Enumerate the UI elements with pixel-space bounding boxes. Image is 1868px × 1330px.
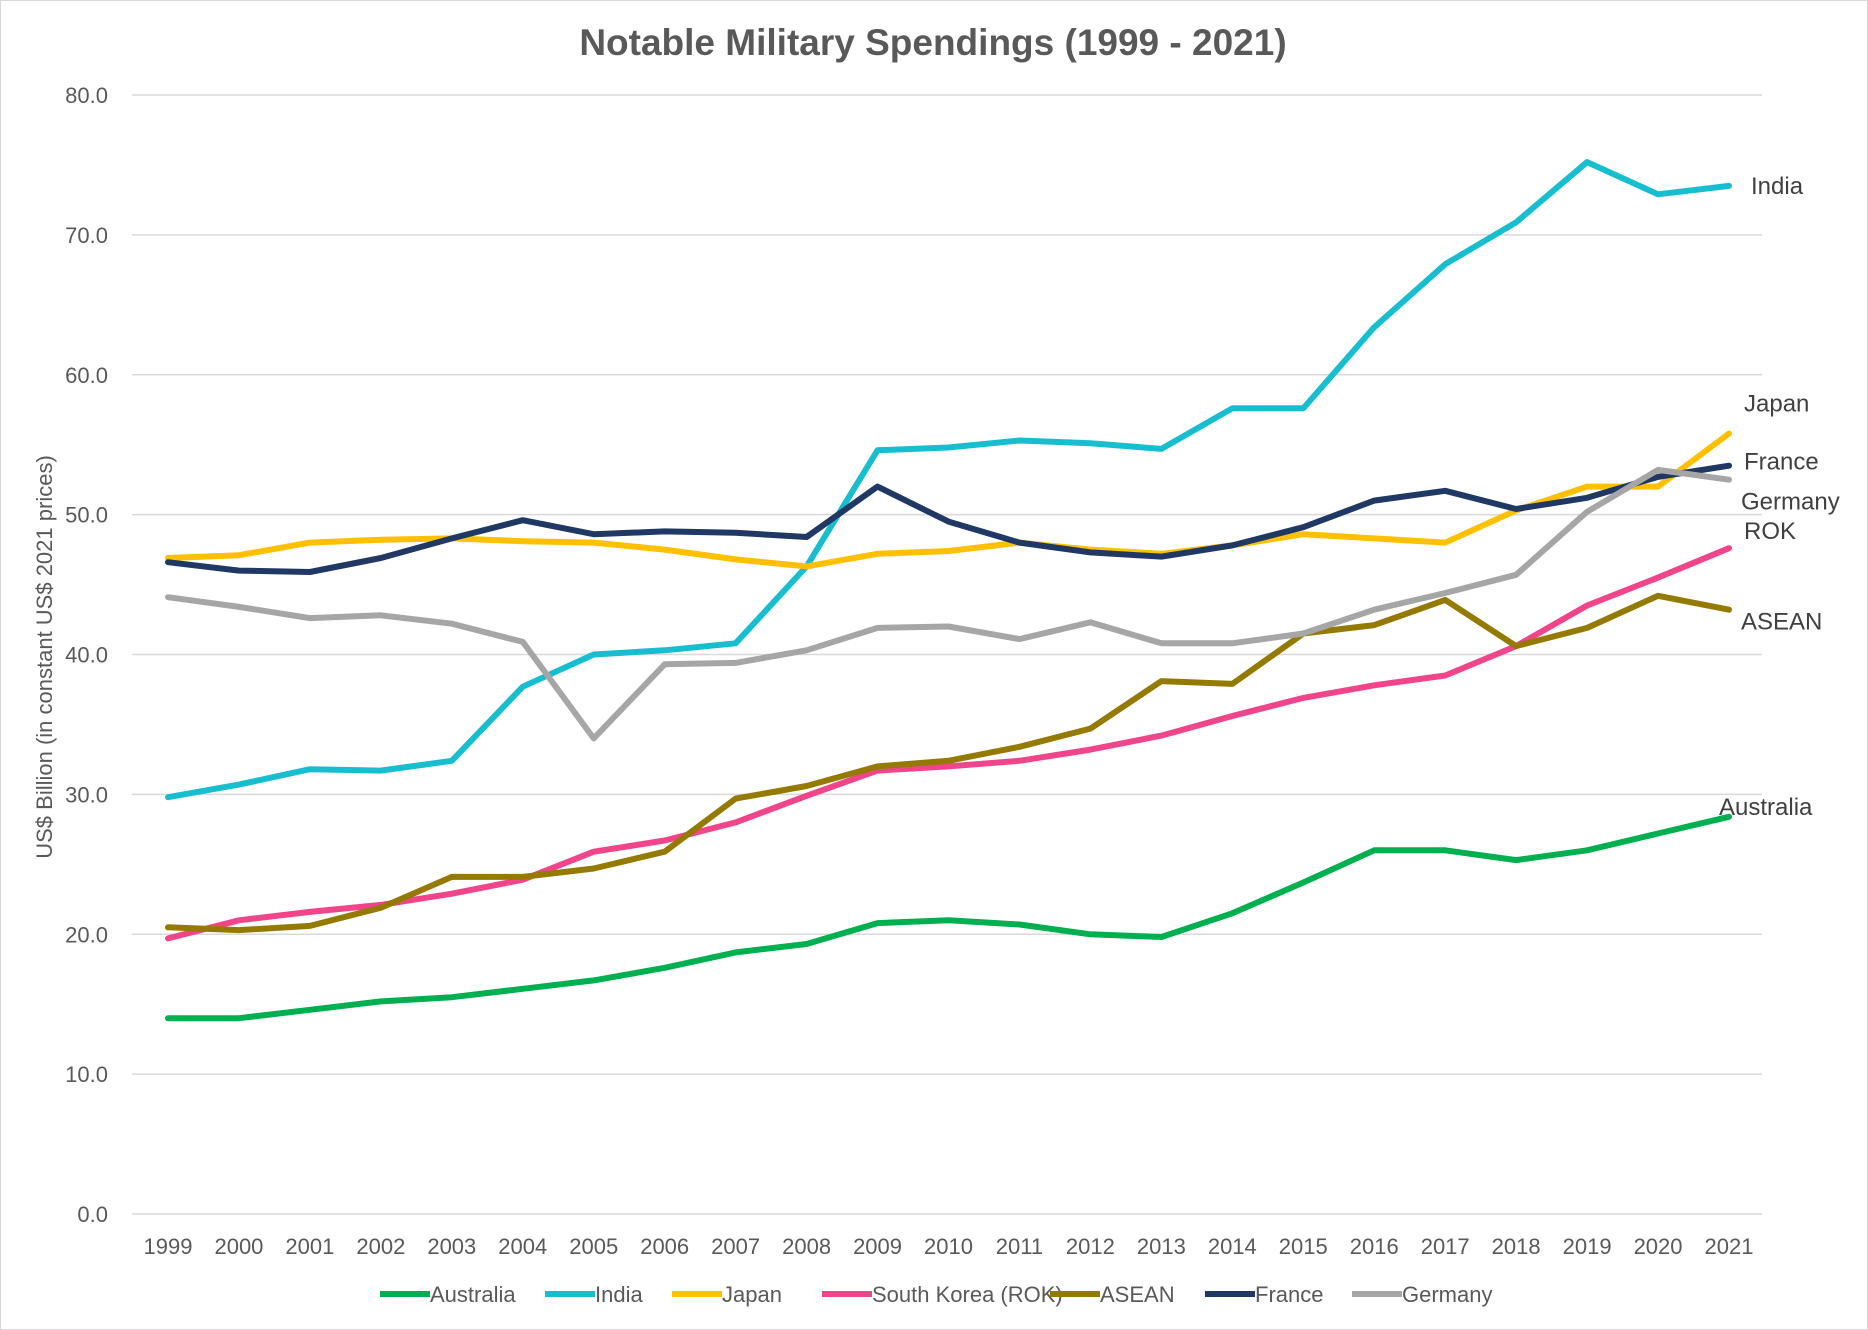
series-line-india (165, 159, 1732, 801)
end-label-south-korea-rok: ROK (1744, 518, 1796, 545)
end-label-france: France (1744, 449, 1819, 476)
legend: Australia India Japan South Korea (ROK) ASEA… (380, 1282, 1492, 1307)
x-tick-label: 2016 (1350, 1234, 1399, 1259)
series-line-france (165, 462, 1732, 575)
x-tick-label: 2014 (1208, 1234, 1257, 1259)
x-tick-label: 2003 (427, 1234, 476, 1259)
x-tick-label: 2000 (214, 1234, 263, 1259)
x-tick-label: 2010 (924, 1234, 973, 1259)
x-tick-label: 2004 (498, 1234, 547, 1259)
legend-label-south-korea-rok: South Korea (ROK) (872, 1282, 1063, 1307)
x-tick-label: 2021 (1705, 1234, 1754, 1259)
x-tick-label: 2005 (569, 1234, 618, 1259)
end-label-india: India (1751, 173, 1804, 200)
legend-label-india: India (595, 1282, 643, 1307)
x-tick-label: 2008 (782, 1234, 831, 1259)
y-tick-label: 0.0 (77, 1202, 108, 1227)
x-tick-label: 2013 (1137, 1234, 1186, 1259)
chart-title: Notable Military Spendings (1999 - 2021) (579, 22, 1286, 63)
series-line-japan (165, 430, 1732, 570)
series-line-germany (165, 466, 1732, 742)
series-end-labels: Australia India Japan ROK ASEAN France Germany (1719, 173, 1840, 821)
x-axis-ticks: 1999 2000 2001 2002 2003 2004 2005 2006 2007 2008… (144, 1234, 1754, 1259)
legend-label-germany: Germany (1402, 1282, 1492, 1307)
x-tick-label: 2015 (1279, 1234, 1328, 1259)
y-axis-label: US$ Billion (in constant US$ 2021 prices… (32, 455, 57, 859)
x-tick-label: 2009 (853, 1234, 902, 1259)
x-tick-label: 2019 (1563, 1234, 1612, 1259)
y-axis-ticks: 0.0 10.0 20.0 30.0 40.0 50.0 60.0 70.0 80.0 (65, 83, 108, 1227)
legend-label-japan: Japan (722, 1282, 782, 1307)
gridlines (132, 94, 1762, 1215)
y-tick-label: 20.0 (65, 922, 108, 947)
end-label-asean: ASEAN (1741, 609, 1822, 636)
end-label-australia: Australia (1719, 794, 1813, 821)
x-tick-label: 2001 (285, 1234, 334, 1259)
x-tick-label: 2012 (1066, 1234, 1115, 1259)
legend-label-australia: Australia (430, 1282, 516, 1307)
end-label-germany: Germany (1741, 489, 1840, 516)
legend-label-asean: ASEAN (1100, 1282, 1175, 1307)
y-tick-label: 70.0 (65, 223, 108, 248)
y-tick-label: 10.0 (65, 1062, 108, 1087)
end-label-japan: Japan (1744, 390, 1809, 417)
legend-label-france: France (1255, 1282, 1323, 1307)
x-tick-label: 2011 (996, 1234, 1043, 1259)
x-tick-label: 2018 (1492, 1234, 1541, 1259)
x-tick-label: 1999 (144, 1234, 193, 1259)
x-tick-label: 2020 (1634, 1234, 1683, 1259)
series-line-australia (165, 813, 1732, 1022)
y-tick-label: 30.0 (65, 782, 108, 807)
x-tick-label: 2006 (640, 1234, 689, 1259)
y-tick-label: 80.0 (65, 83, 108, 108)
series-line-asean (165, 592, 1732, 934)
x-tick-label: 2002 (356, 1234, 405, 1259)
x-tick-label: 2017 (1421, 1234, 1470, 1259)
y-tick-label: 60.0 (65, 363, 108, 388)
series-line-south-korea-rok (165, 545, 1732, 942)
x-tick-label: 2007 (711, 1234, 760, 1259)
y-tick-label: 50.0 (65, 503, 108, 528)
y-tick-label: 40.0 (65, 643, 108, 668)
series-lines (165, 159, 1732, 1022)
